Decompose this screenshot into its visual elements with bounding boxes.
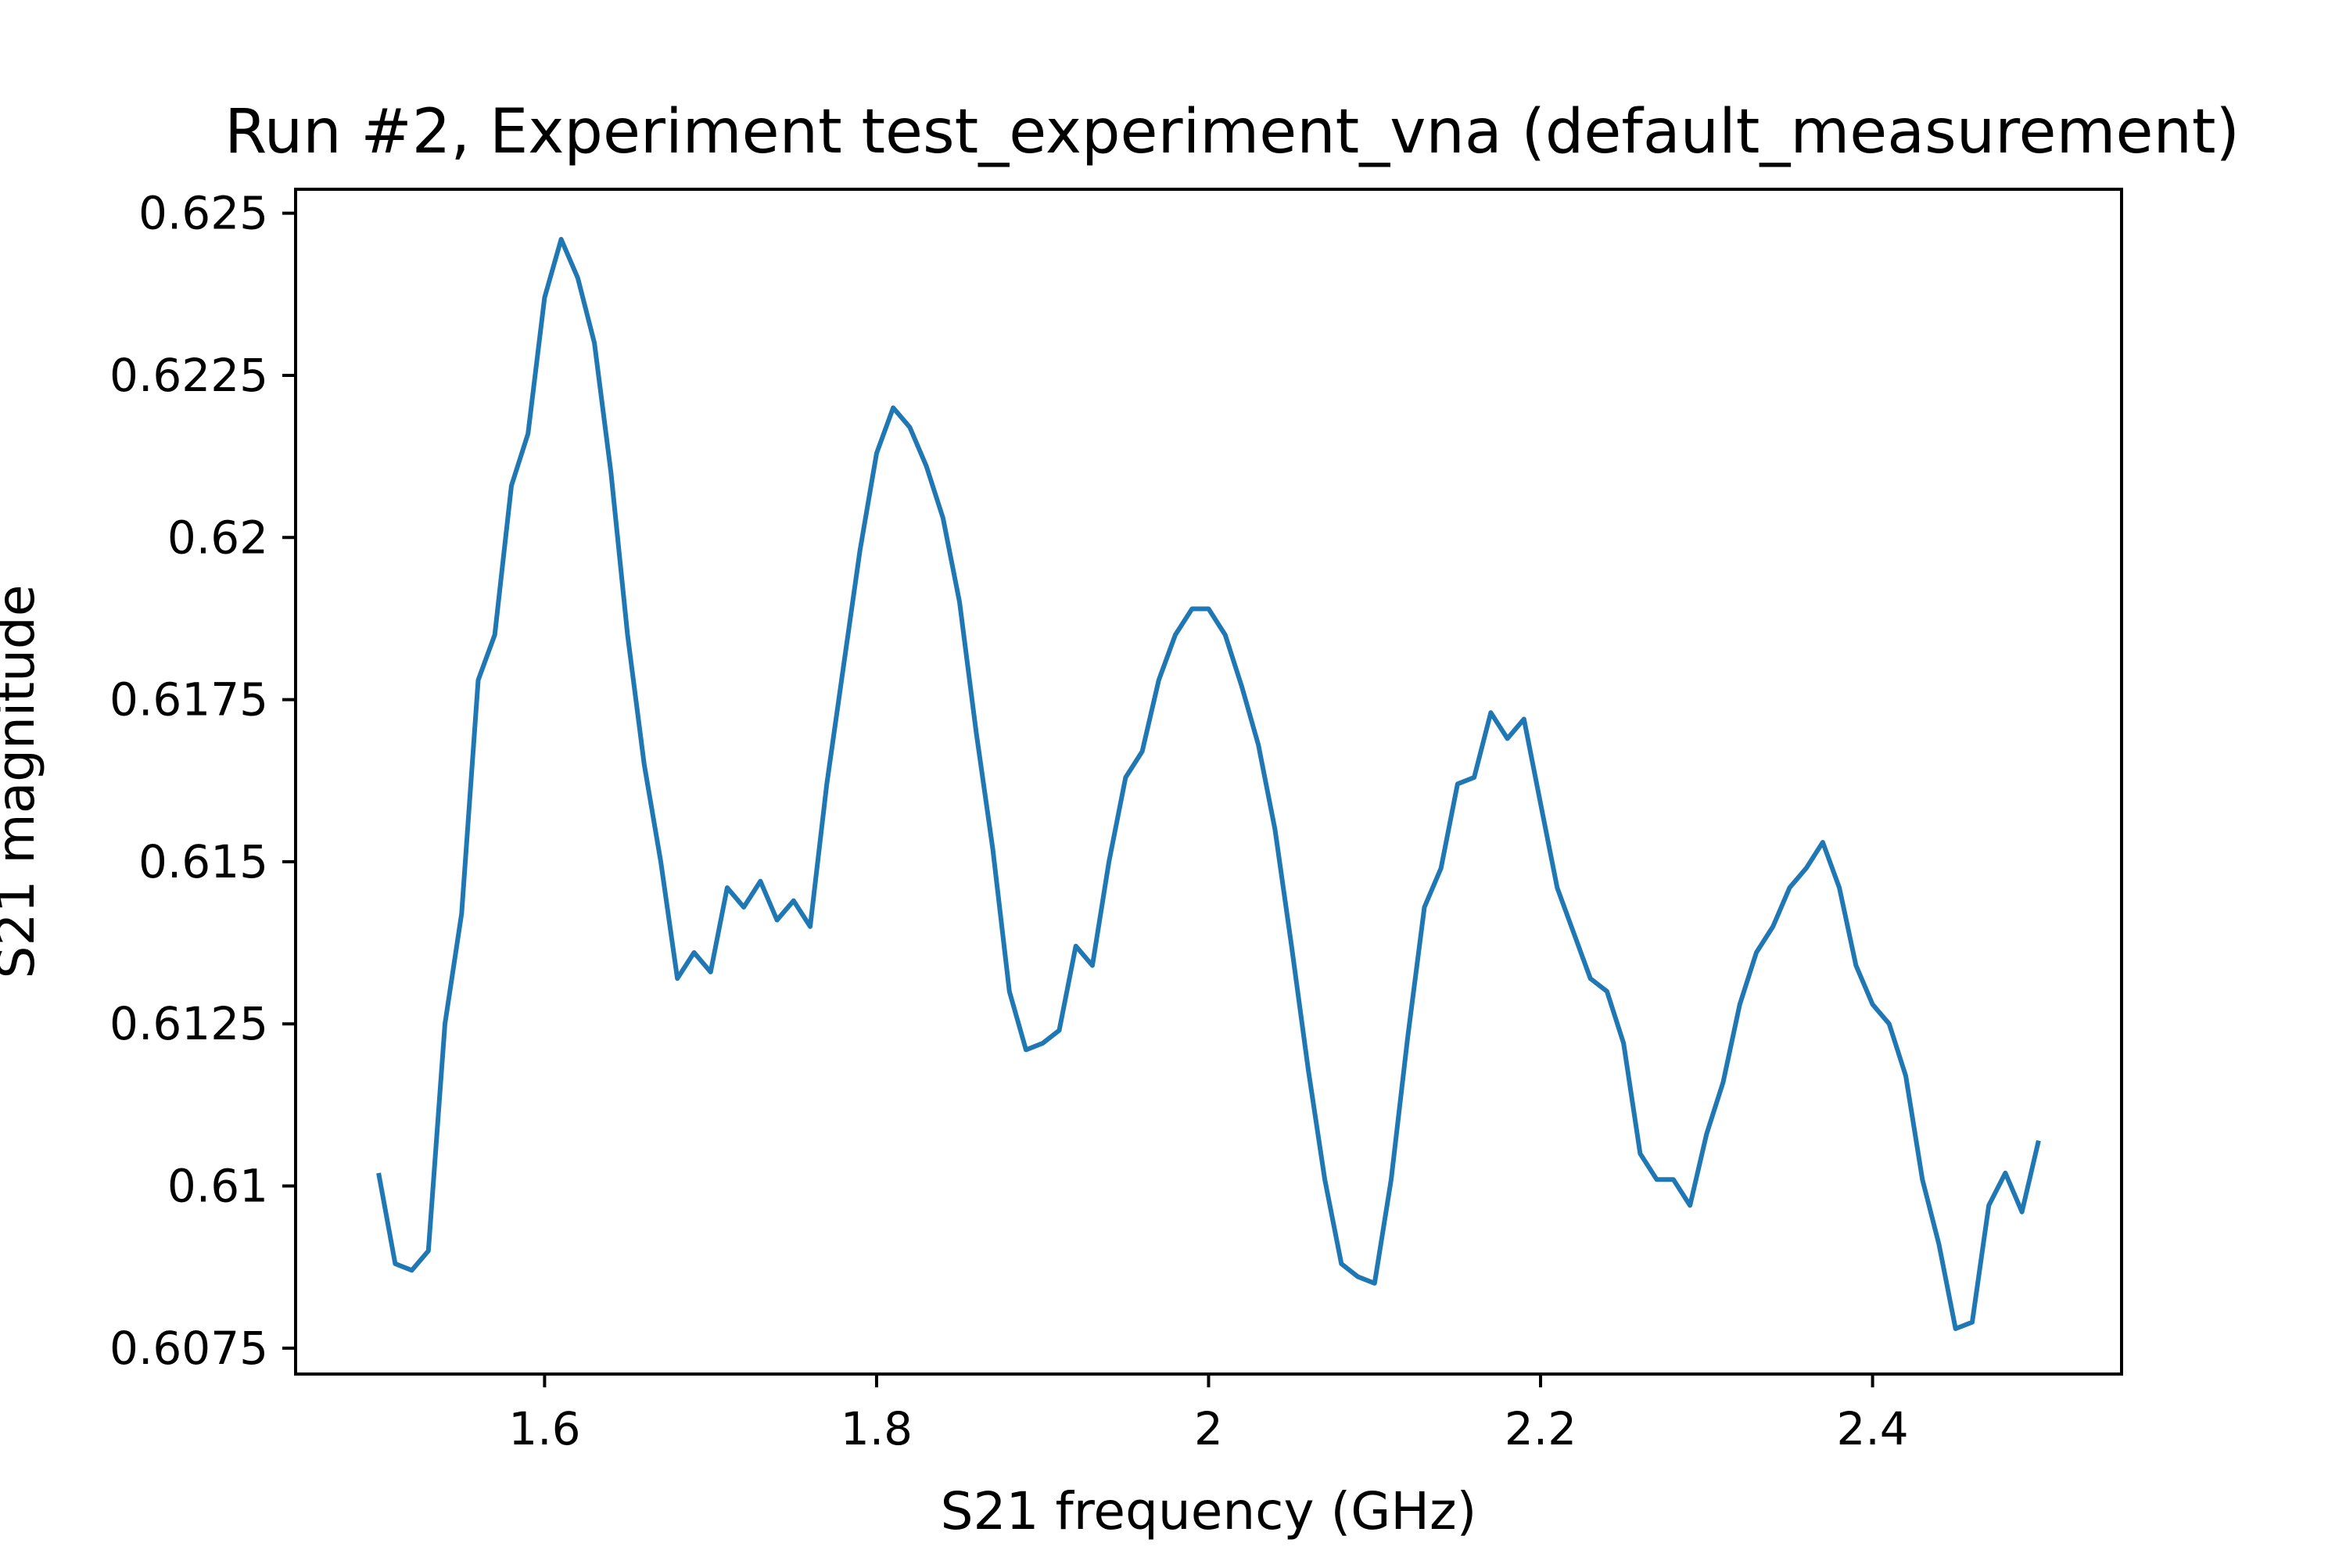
x-tick-label: 2.2 <box>1505 1402 1577 1455</box>
x-tick-label: 1.6 <box>508 1402 580 1455</box>
ticks-layer: 1.6 1.8 2 2.2 2.4 0.6075 0.61 0.6125 0.615 0.6175… <box>109 187 1909 1455</box>
y-axis-label: S21 magnitude <box>0 585 46 979</box>
series-line <box>376 236 2041 1331</box>
y-tick-label: 0.6125 <box>109 997 268 1050</box>
x-tick-label: 1.8 <box>841 1402 913 1455</box>
y-tick-label: 0.625 <box>138 187 268 240</box>
series-layer <box>376 236 2041 1331</box>
y-tick-label: 0.61 <box>167 1160 268 1213</box>
x-tick-label: 2.4 <box>1836 1402 1908 1455</box>
y-tick-label: 0.6175 <box>109 673 268 727</box>
y-tick-label: 0.6225 <box>109 349 268 402</box>
x-axis-label: S21 frequency (GHz) <box>941 1481 1477 1541</box>
plot-frame <box>294 188 2123 1376</box>
y-tick-label: 0.62 <box>167 511 268 564</box>
chart-title: Run #2, Experiment test_experiment_vna (… <box>224 97 2240 167</box>
y-tick-label: 0.615 <box>138 835 268 888</box>
y-tick-label: 0.6075 <box>109 1322 268 1375</box>
x-tick-label: 2 <box>1194 1402 1223 1455</box>
